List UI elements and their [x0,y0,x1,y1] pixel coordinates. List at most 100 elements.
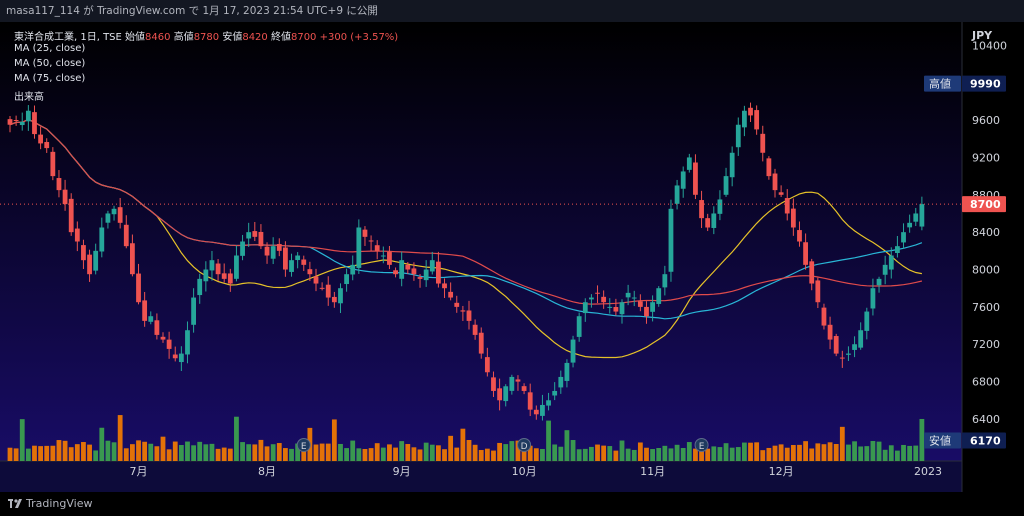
volume-bar [509,441,515,461]
candlestick [711,206,717,235]
volume-bar [313,444,319,461]
candlestick [417,274,423,288]
candlestick [595,285,600,304]
candlestick [674,179,680,210]
candle-body [735,124,741,148]
candle-body [234,255,239,279]
candle-body [215,263,221,275]
price-label-tag [924,75,961,92]
candle-body [754,110,760,130]
volume-bar [484,448,490,461]
candle-body [313,276,319,284]
candle-body [815,280,821,303]
candlestick [589,294,594,308]
candlestick [191,288,196,333]
volume-bar [858,446,864,461]
candle-body [227,273,233,284]
candle-body [650,302,655,312]
candle-body [56,178,62,191]
candle-body [797,230,802,242]
candle-body [686,157,692,170]
volume-bar [601,445,607,461]
y-tick-label: 10400 [972,39,1007,52]
tradingview-logo[interactable]: TradingView [8,497,92,510]
volume-bar [748,442,753,461]
price-label-name: 安値 [929,433,951,447]
candlestick [772,168,778,198]
candlestick [99,217,105,258]
current-price-box [962,196,1006,213]
volume-bar [864,446,870,461]
candlestick [827,316,833,350]
candle-body [907,222,913,228]
candle-body [344,274,349,285]
candle-body [136,273,141,303]
volume-bar [723,443,729,461]
candlestick [625,284,631,306]
candlestick [25,105,31,131]
volume-bar [846,444,851,461]
volume-bar [81,442,86,461]
volume-bar [809,448,815,461]
candle-body [674,185,680,204]
candle-body [191,297,196,325]
legend-ma75[interactable]: MA (75, close) [14,73,86,84]
candle-body [436,261,441,284]
event-marker-circle [517,438,532,452]
candle-body [203,269,209,282]
candlestick [307,261,313,282]
volume-bar [74,444,80,461]
candlestick [662,265,668,296]
candlestick [748,102,753,122]
legend-close: 8700 [290,32,317,43]
volume-bar [619,440,625,461]
volume-bar [644,447,649,461]
candlestick [405,261,411,274]
candlestick [117,197,123,229]
candlestick [784,189,790,221]
candlestick [815,277,821,309]
candle-body [338,288,343,304]
volume-bar [50,445,56,461]
legend-ma50[interactable]: MA (50, close) [14,58,86,69]
candlestick [668,199,674,282]
candle-body [221,273,227,279]
candlestick [619,299,625,324]
volume-bar [552,444,558,461]
candlestick [221,263,227,283]
attribution-text: masa117_114 が TradingView.com で 1月 17, 2… [6,5,378,17]
legend-volume[interactable]: 出来高 [14,92,44,103]
volume-bar [662,445,668,461]
volume-bar [668,448,674,461]
candlestick [68,193,74,236]
candle-body [423,269,429,281]
event-marker: E [694,438,709,452]
volume-bar [821,444,827,461]
candlestick [93,243,99,275]
candlestick [374,240,380,260]
candle-body [748,107,753,116]
volume-bar [503,444,509,461]
candle-body [466,310,472,321]
candlestick [32,105,37,139]
volume-bar [717,447,723,461]
candlestick [13,115,19,126]
candlestick [160,332,166,343]
legend-close-label: 終値 [270,32,291,43]
legend-ma25[interactable]: MA (25, close) [14,43,86,54]
volume-bar [160,436,166,461]
volume-bar [589,446,594,461]
event-marker-label: E [699,442,705,452]
candlestick [735,117,741,156]
event-marker-circle [296,438,311,452]
volume-bar [325,443,331,461]
volume-bar [197,441,203,461]
volume-bar [901,444,906,461]
candle-body [729,152,735,178]
candle-body [368,240,374,242]
candle-body [154,320,160,335]
candle-body [387,252,392,265]
